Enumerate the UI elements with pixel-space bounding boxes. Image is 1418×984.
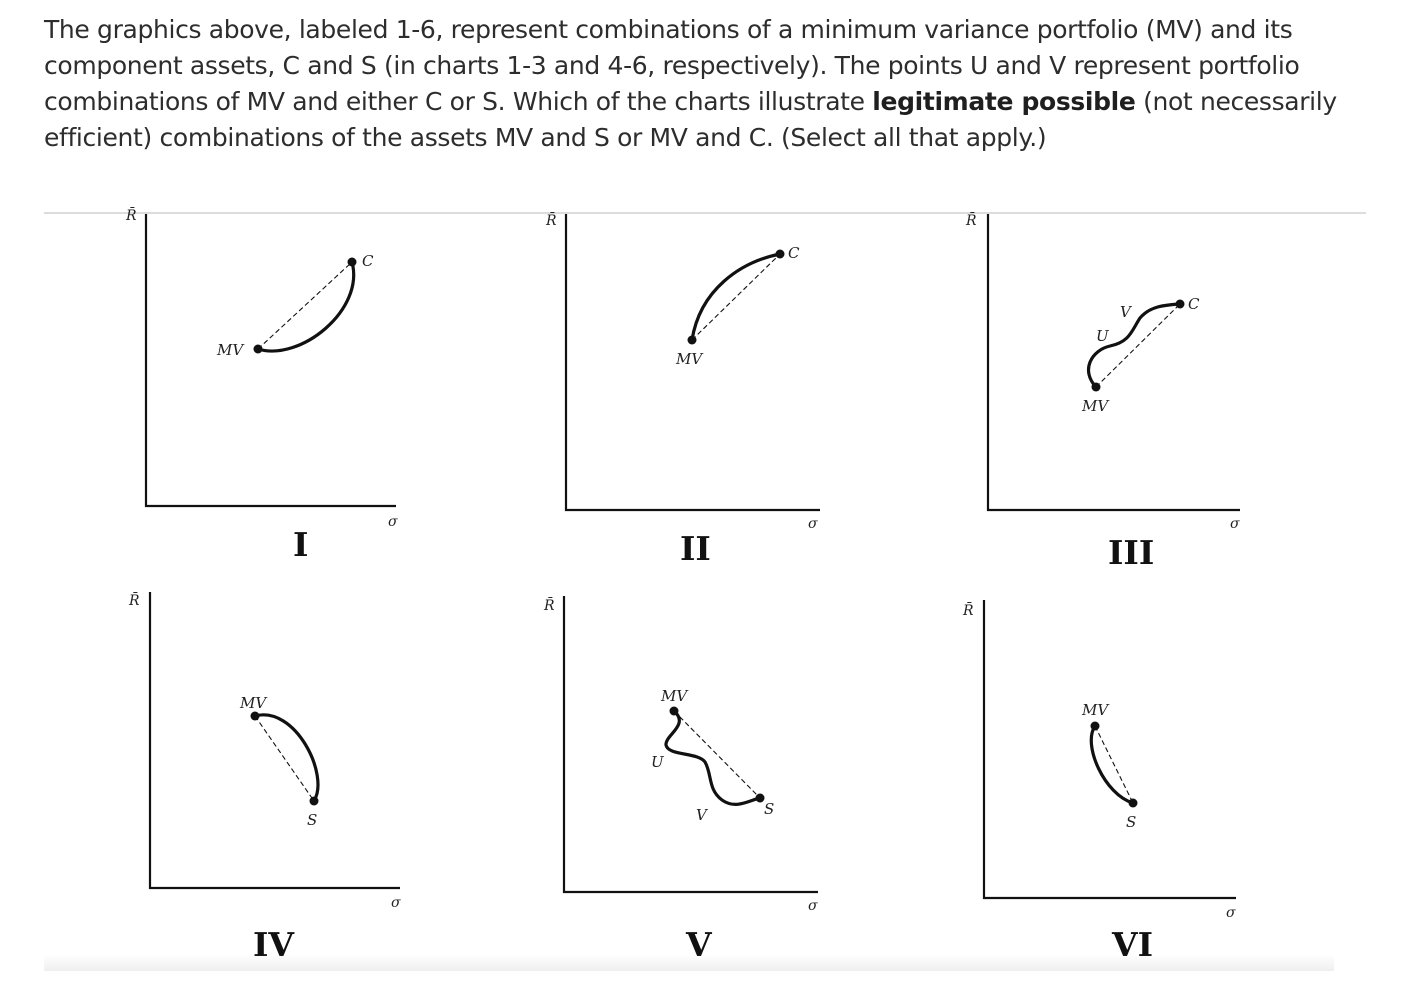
chart-5-y-axis-label: R̄ [543,596,555,614]
chart-1-c-point [347,257,357,267]
chart-2-x-axis-label: σ [808,516,818,532]
chart-1-mv-label: MV [216,341,245,359]
chart-6-combination-curve [1089,724,1135,805]
chart-3-x-axis-label: σ [1230,516,1240,532]
chart-6-mv-label: MV [1081,701,1110,719]
chart-6-x-axis-label: σ [1226,905,1236,921]
question-outro: (not necessarily efficient) combinations… [44,87,1337,152]
chart-3-mv-point [1091,382,1101,392]
chart-2-y-axis-label: R̄ [545,211,557,229]
chart-6-mv-point [1090,721,1100,731]
chart-1-combination-curve [256,260,356,353]
chart-3-y-axis-label: R̄ [965,211,977,229]
chart-4-s-point [309,796,319,806]
chart-2-straight-line [691,253,781,341]
chart-1-c-label: C [362,252,374,270]
chart-2-combination-curve [690,252,782,342]
chart-4-mv-label: MV [239,694,268,712]
chart-4-axes [148,592,400,890]
chart-4-mv-point [250,711,260,721]
chart-6-s-label: S [1126,813,1136,831]
question-text: The graphics above, labeled 1-6, represe… [44,12,1384,156]
chart-3-mv-label: MV [1081,397,1110,415]
chart-5: R̄ σ MV U V S V [543,596,818,964]
chart-3-combination-curve [1086,302,1182,389]
chart-1-mv-point [253,344,263,354]
chart-3: R̄ σ MV U V C III [965,211,1240,572]
chart-2: R̄ σ MV C II [545,211,820,568]
chart-1-x-axis-label: σ [388,514,398,530]
chart-4-y-axis-label: R̄ [128,591,140,609]
chart-4-x-axis-label: σ [391,895,401,911]
chart-5-mv-point [669,706,679,716]
chart-2-axes [564,214,820,512]
chart-4-combination-curve [253,713,320,803]
chart-5-s-point [755,793,765,803]
chart-2-mv-point [687,335,697,345]
chart-2-numeral: II [680,529,711,568]
chart-6-straight-line [1094,725,1134,804]
chart-5-x-axis-label: σ [808,898,818,914]
chart-5-mv-label: MV [660,687,689,705]
chart-1: R̄ σ MV C I [125,206,398,564]
chart-5-axes [562,596,818,894]
figure-bottom-fade [44,955,1334,971]
chart-3-c-point [1175,299,1185,309]
chart-3-straight-line [1095,303,1181,388]
chart-6: R̄ σ MV S VI [962,600,1236,964]
chart-4-straight-line [254,715,315,802]
chart-6-y-axis-label: R̄ [962,601,974,619]
chart-1-axes [144,214,396,508]
chart-2-c-point [775,249,785,259]
figure-top-divider [44,212,1366,214]
chart-3-v-label: V [1120,303,1133,321]
chart-2-mv-label: MV [675,350,704,368]
chart-3-axes [986,214,1240,512]
chart-5-u-label: U [651,753,665,771]
chart-2-c-label: C [788,244,800,262]
chart-1-y-axis-label: R̄ [125,206,137,224]
chart-4-s-label: S [307,811,317,829]
chart-6-axes [982,600,1236,900]
chart-3-numeral: III [1108,533,1154,572]
chart-5-v-label: V [696,806,709,824]
chart-3-c-label: C [1188,295,1200,313]
chart-1-numeral: I [293,525,308,564]
chart-6-s-point [1128,798,1138,808]
chart-5-straight-line [673,710,761,799]
chart-3-u-label: U [1096,327,1110,345]
chart-5-combination-curve [664,709,762,806]
question-emphasis: legitimate possible [872,87,1136,116]
chart-4: R̄ σ MV S IV [128,591,401,964]
chart-5-s-label: S [764,800,774,818]
question-intro: The graphics above, labeled 1-6, represe… [44,15,1300,116]
chart-1-straight-line [257,261,353,350]
